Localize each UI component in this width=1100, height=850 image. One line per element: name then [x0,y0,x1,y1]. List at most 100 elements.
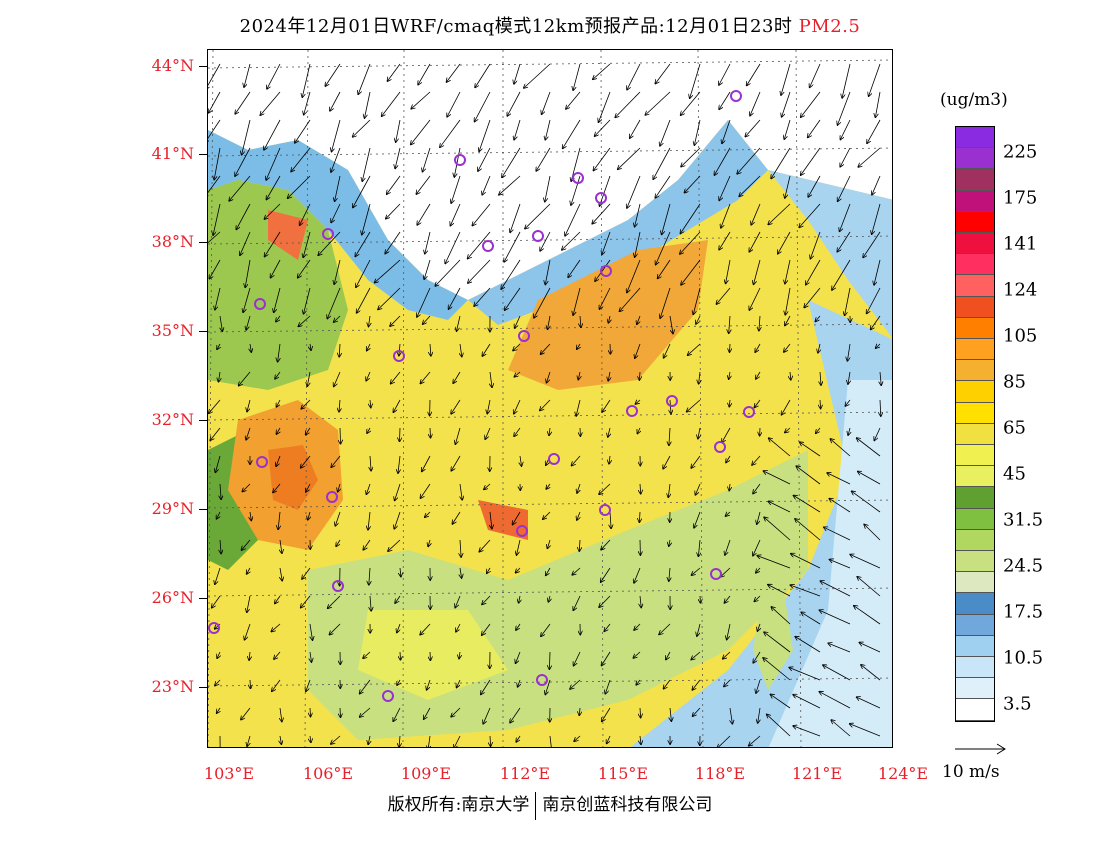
wind-arrow-icon [714,147,731,175]
wind-arrow-icon [815,315,821,321]
wind-arrow-icon [832,259,851,290]
legend-color-cell [956,190,994,212]
wind-arrow-icon [265,231,281,257]
wind-arrow-icon [730,343,731,352]
legend-label: 10.5 [1003,647,1044,669]
wind-arrow-icon [435,259,461,286]
wind-arrow-icon [516,651,521,663]
lon-label-109: 109°E [400,764,452,783]
wind-arrow-icon [454,147,461,177]
wind-arrow-icon [329,623,341,635]
wind-arrow-icon [599,91,611,122]
wind-arrow-icon [335,175,341,201]
lat-label-38: 38°N [151,232,194,251]
wind-arrow-icon [750,91,761,116]
south-yellow [358,610,508,700]
wind-arrow-icon [306,679,311,691]
wind-arrow-icon [724,595,731,603]
wind-arrow-icon [848,427,850,435]
wind-arrow-icon [369,567,370,585]
wind-arrow-icon [307,371,310,386]
wind-arrow-icon [482,175,491,195]
wind-arrow-icon [400,427,401,441]
wind-arrow-icon [627,63,641,90]
wind-arrow-icon [479,539,491,552]
wind-arrow-icon [365,91,371,118]
wind-arrow-icon [460,567,462,578]
legend-color-cell [956,678,994,700]
wind-arrow-icon [754,595,761,601]
wind-arrow-icon [490,735,491,746]
legend-color-cell [956,148,994,170]
wind-arrow-icon [753,483,761,494]
wind-arrow-icon [726,512,731,516]
wind-arrow-icon [730,707,732,724]
wind-arrow-icon [757,623,760,631]
legend-color-cell [956,296,994,318]
legend-color-cell [956,529,994,552]
wind-arrow-icon [250,343,251,352]
wind-arrow-icon [306,483,311,492]
wind-scale-label: 10 m/s [942,762,1000,782]
wind-arrow-icon [363,539,371,550]
wind-arrow-icon [747,63,761,86]
wind-arrow-icon [757,556,791,569]
wind-arrow-icon [310,343,311,350]
wind-arrow-icon [668,483,670,497]
wind-arrow-icon [306,427,311,435]
wind-arrow-icon [517,539,521,555]
wind-arrow-icon [518,679,520,687]
wind-arrow-icon [717,735,731,747]
wind-arrow-icon [847,343,851,361]
wind-arrow-icon [729,371,730,379]
wind-arrow-icon [767,714,791,737]
wind-arrow-icon [416,175,431,194]
wind-arrow-icon [763,471,791,485]
wind-arrow-icon [244,63,251,87]
wind-arrow-icon [859,643,881,653]
wind-arrow-icon [863,231,881,258]
pm25-forecast-map[interactable] [207,49,893,748]
wind-arrow-icon [450,203,461,226]
wind-arrow-icon [264,119,281,150]
wind-arrow-icon [516,623,521,630]
wind-arrow-icon [460,343,462,357]
wind-arrow-icon [215,455,221,472]
wind-arrow-icon [422,455,431,472]
wind-arrow-icon [356,259,371,287]
wind-arrow-icon [759,315,760,331]
legend-label: 105 [1003,325,1038,347]
wind-arrow-icon [273,483,281,493]
wind-arrow-icon [574,735,581,741]
wind-arrow-icon [819,692,851,709]
wind-arrow-icon [784,343,791,352]
wind-arrow-icon [562,231,581,250]
wind-arrow-icon [660,287,671,318]
wind-arrow-icon [245,259,251,287]
wind-arrow-icon [215,679,221,686]
legend-label: 225 [1003,141,1038,163]
wind-arrow-icon [790,371,791,380]
wind-arrow-icon [456,623,461,632]
wind-arrow-icon [546,483,550,489]
clean-north-region [208,50,892,300]
wind-arrow-icon [217,511,221,519]
wind-arrow-icon [574,651,581,666]
wind-arrow-icon [694,511,701,528]
legend-color-cell [956,233,994,255]
legend-color-cell [956,466,994,488]
wind-arrow-icon [573,63,581,90]
wind-arrow-icon [353,175,371,208]
wind-arrow-icon [362,147,371,181]
wind-arrow-icon [830,439,851,457]
wind-arrow-icon [395,147,401,169]
wind-arrow-icon [680,231,701,254]
wind-arrow-icon [375,259,401,283]
lon-label-103: 103°E [203,764,255,783]
wind-arrow-icon [871,315,881,330]
wind-arrow-icon [304,287,311,314]
wind-arrow-icon [499,175,521,195]
wind-arrow-icon [331,735,341,744]
wind-arrow-icon [858,472,881,485]
wind-arrow-icon [400,567,401,577]
